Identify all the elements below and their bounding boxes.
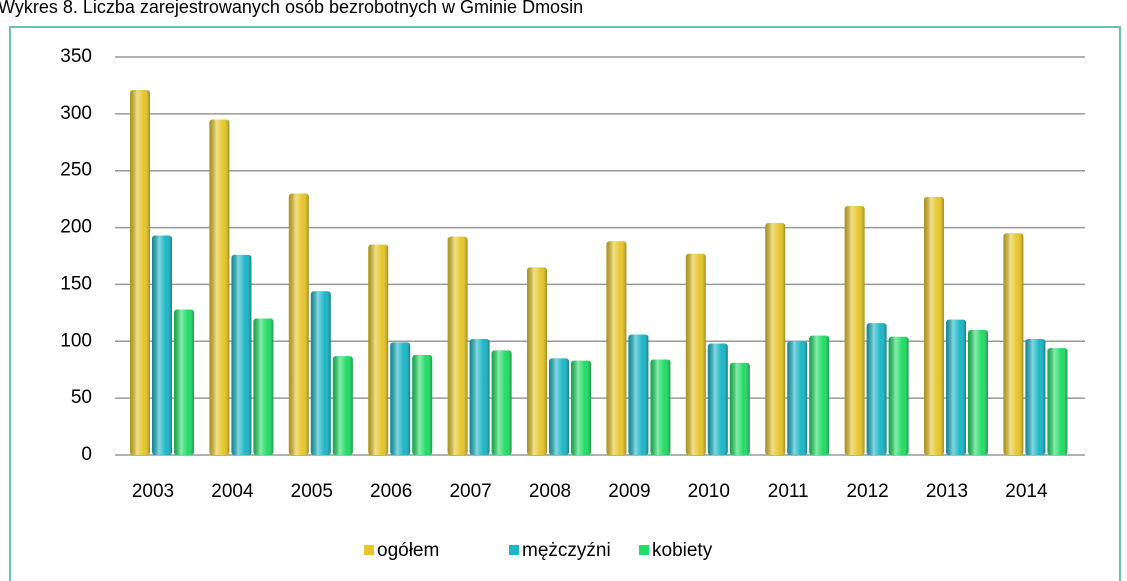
bar-shading [174, 309, 194, 455]
bar-shading [390, 342, 411, 455]
bar-shading [209, 119, 230, 456]
y-tick-label: 100 [60, 330, 92, 351]
bar-shading [866, 323, 887, 455]
bar-shading [231, 254, 252, 455]
bar-shading [787, 341, 808, 455]
bar-shading [606, 241, 627, 455]
x-tick-label: 2004 [211, 481, 254, 502]
bar-shading [368, 244, 389, 455]
bar-shading [447, 236, 468, 455]
bar-shading [685, 253, 706, 455]
bar-shading [412, 354, 433, 455]
legend-swatch [639, 545, 649, 555]
x-tick-label: 2012 [846, 481, 888, 502]
legend-swatch [509, 545, 519, 555]
x-tick-label: 2008 [529, 481, 571, 502]
x-tick-label: 2003 [132, 481, 174, 502]
bar-shading [332, 356, 353, 455]
x-tick-label: 2007 [449, 481, 491, 502]
bar-shading [1025, 339, 1046, 455]
x-tick-label: 2006 [370, 481, 412, 502]
legend-swatch [364, 545, 374, 555]
x-tick-label: 2013 [926, 481, 968, 502]
bar-shading [968, 329, 988, 455]
bar-shading [946, 319, 966, 455]
bar-shading [844, 205, 865, 455]
legend-label: mężczyźni [522, 540, 611, 561]
bar-shading [469, 339, 490, 455]
y-tick-label: 0 [81, 444, 92, 465]
chart-title: Wykres 8. Liczba zarejestrowanych osób b… [0, 0, 583, 17]
bar-shading [288, 193, 309, 455]
bar-shading [491, 350, 512, 455]
bar-shading [549, 358, 569, 455]
bar-shading [152, 235, 172, 455]
bar-shading [924, 196, 944, 455]
bar-shading [130, 89, 150, 455]
legend-label: ogółem [377, 540, 439, 561]
x-tick-label: 2011 [768, 481, 809, 502]
y-tick-label: 350 [60, 46, 92, 67]
y-tick-label: 200 [60, 217, 92, 238]
bar-shading [809, 335, 830, 455]
bar-shading [1003, 233, 1024, 455]
chart-frame [9, 26, 1121, 581]
y-tick-label: 250 [60, 160, 92, 181]
bar-shading [310, 291, 331, 455]
x-tick-label: 2009 [608, 481, 650, 502]
bar-shading [765, 223, 786, 455]
bar-shading [1047, 348, 1068, 455]
bar-shading [253, 318, 274, 455]
legend-label: kobiety [652, 540, 713, 561]
bar-shading [650, 359, 671, 455]
bar-shading [888, 336, 909, 455]
bar-shading [707, 343, 728, 455]
x-tick-label: 2010 [688, 481, 730, 502]
bar-shading [571, 360, 591, 455]
y-tick-label: 300 [60, 103, 92, 124]
y-tick-label: 50 [71, 387, 92, 408]
bar-shading [527, 267, 547, 455]
x-tick-label: 2014 [1005, 481, 1048, 502]
y-tick-label: 150 [60, 273, 92, 294]
x-tick-label: 2005 [291, 481, 333, 502]
bar-shading [628, 334, 649, 455]
bar-shading [729, 362, 750, 455]
